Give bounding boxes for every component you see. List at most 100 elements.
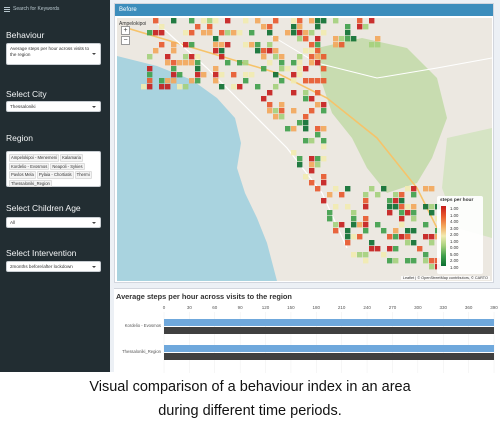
chevron-down-icon [92,53,96,55]
heatmap-cell [315,78,321,84]
zoom-out-button[interactable]: − [121,36,130,45]
heatmap-cell [315,162,321,168]
heatmap-cell [375,222,381,228]
bar[interactable] [164,353,494,360]
heatmap-cell [297,162,303,168]
heatmap-cell [315,90,321,96]
heatmap-cell [213,36,219,42]
region-chip[interactable]: Kalamaria [60,154,83,162]
heatmap-cell [315,60,321,66]
heatmap-cell [387,234,393,240]
heatmap-cell [321,180,327,186]
heatmap-cell [297,66,303,72]
heatmap-cell [309,168,315,174]
legend-tick: 2.00 [450,258,459,263]
x-tick-label: 150 [287,305,295,310]
heatmap-cells [141,18,441,270]
bar[interactable] [164,345,494,352]
x-tick-label: 270 [389,305,397,310]
region-chip[interactable]: Pavlos Mela [9,171,36,179]
heatmap-cell [255,84,261,90]
heatmap-cell [141,84,147,90]
heatmap-cell [411,204,417,210]
children-age-select[interactable]: All [6,217,101,228]
heatmap-cell [405,258,411,264]
chevron-down-icon [92,105,96,108]
region-chip[interactable]: Thessaloniki_Region [9,179,52,188]
heatmap-cell [357,234,363,240]
heatmap-cell [237,60,243,66]
heatmap-cell [387,204,393,210]
heatmap-cell [147,72,153,78]
heatmap-cell [363,252,369,258]
heatmap-cell [345,204,351,210]
heatmap-cell [315,156,321,162]
heatmap-cell [159,24,165,30]
heatmap-cell [309,42,315,48]
heatmap-cell [177,60,183,66]
heatmap-cell [267,102,273,108]
heatmap-cell [351,36,357,42]
heatmap-cell [201,18,207,24]
category-label: Thessaloniki_Region [122,349,162,354]
city-select[interactable]: Thessaloniki [6,101,101,112]
children-age-select-value: All [10,220,16,225]
heatmap-cell [189,30,195,36]
region-chip[interactable]: Thermi [74,171,92,179]
heatmap-cell [165,84,171,90]
zoom-in-button[interactable]: + [121,26,130,35]
heatmap-cell [429,234,435,240]
heatmap-cell [345,228,351,234]
heatmap-map[interactable]: Ampelokipoi + − steps per hour 1.00 1.00… [117,18,492,281]
map-attribution[interactable]: Leaflet | © OpenStreetMap contributors, … [400,276,490,280]
heatmap-cell [303,174,309,180]
x-tick-label: 30 [187,305,193,310]
heatmap-cell [249,72,255,78]
heatmap-cell [189,42,195,48]
place-label: Ampelokipoi [119,21,146,27]
region-chip[interactable]: Neapoli - Sykies [50,162,85,171]
legend-title: steps per hour [440,198,474,203]
region-multiselect[interactable]: Ampelokipoi - Menemeni Kalamaria Kordeli… [6,151,101,188]
park-area [317,38,447,193]
region-chip[interactable]: Kordelio - Evosmos [9,162,50,171]
heatmap-cell [339,36,345,42]
region-chip[interactable]: Pylaia - Chortiatis [36,171,74,179]
heatmap-cell [321,198,327,204]
behaviour-select[interactable]: Average steps per hour across visits to … [6,43,101,65]
heatmap-cell [291,72,297,78]
legend-tick: 1.00 [450,264,459,270]
heatmap-cell [411,192,417,198]
heatmap-cell [255,42,261,48]
sidebar-toggle[interactable]: Search for Keywords [4,3,59,15]
heatmap-cell [213,48,219,54]
heatmap-cell [405,240,411,246]
region-chip[interactable]: Ampelokipoi - Menemeni [9,154,60,162]
heatmap-cell [213,42,219,48]
heatmap-cell [321,126,327,132]
intervention-select-value: 2months before/after lockdown [10,264,73,269]
heatmap-cell [381,252,387,258]
heatmap-cell [291,60,297,66]
heatmap-cell [345,36,351,42]
heatmap-cell [303,138,309,144]
bar[interactable] [164,327,494,334]
region-label: Region [6,133,33,143]
heatmap-cell [411,258,417,264]
heatmap-cell [345,24,351,30]
heatmap-cell [303,90,309,96]
heatmap-cell [261,66,267,72]
legend-tick: 2.00 [450,232,459,237]
bar[interactable] [164,319,494,326]
heatmap-cell [399,198,405,204]
heatmap-cell [333,18,339,24]
map-canvas[interactable]: Ampelokipoi [117,18,492,281]
heatmap-cell [309,78,315,84]
heatmap-cell [207,24,213,30]
heatmap-cell [243,78,249,84]
heatmap-cell [147,54,153,60]
heatmap-cell [363,24,369,30]
heatmap-cell [339,222,345,228]
intervention-select[interactable]: 2months before/after lockdown [6,261,101,272]
heatmap-cell [333,42,339,48]
